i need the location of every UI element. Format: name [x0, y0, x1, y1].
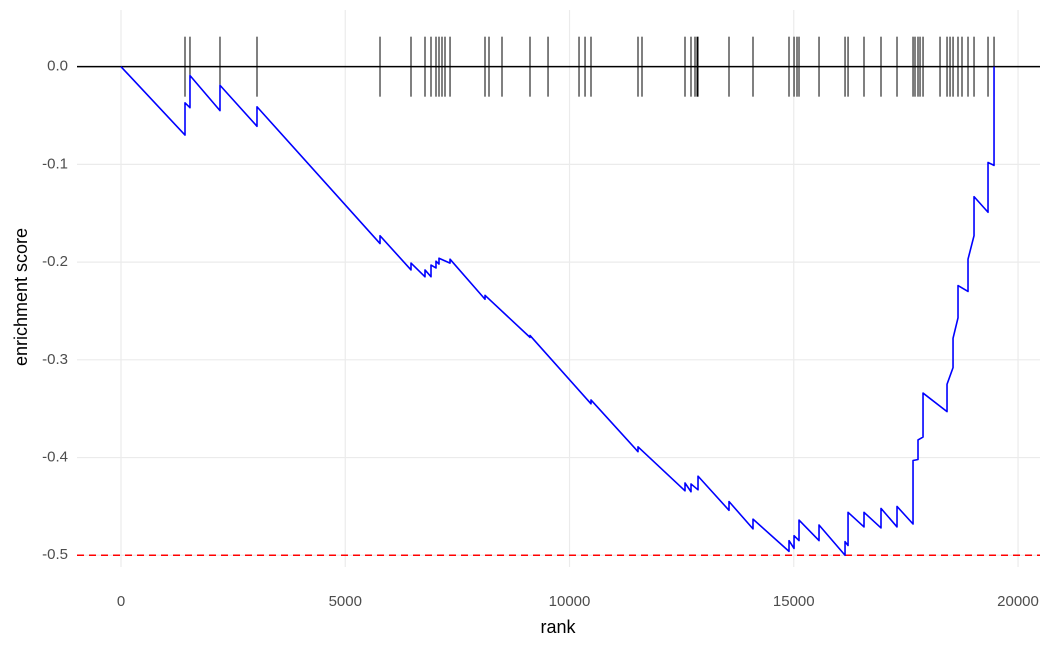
- x-tick-label: 15000: [773, 593, 815, 610]
- y-tick-label: -0.1: [42, 155, 68, 172]
- y-tick-label: -0.4: [42, 449, 68, 466]
- y-tick-label: -0.2: [42, 253, 68, 270]
- x-tick-label: 20000: [997, 593, 1039, 610]
- x-tick-label: 0: [117, 593, 125, 610]
- y-tick-label: -0.3: [42, 351, 68, 368]
- x-axis-title: rank: [540, 617, 576, 637]
- y-axis-title: enrichment score: [11, 228, 31, 366]
- y-tick-label: 0.0: [47, 58, 68, 75]
- enrichment-line: [120, 66, 995, 557]
- x-tick-label: 5000: [329, 593, 362, 610]
- x-tick-label: 10000: [549, 593, 591, 610]
- y-tick-label: -0.5: [42, 546, 68, 563]
